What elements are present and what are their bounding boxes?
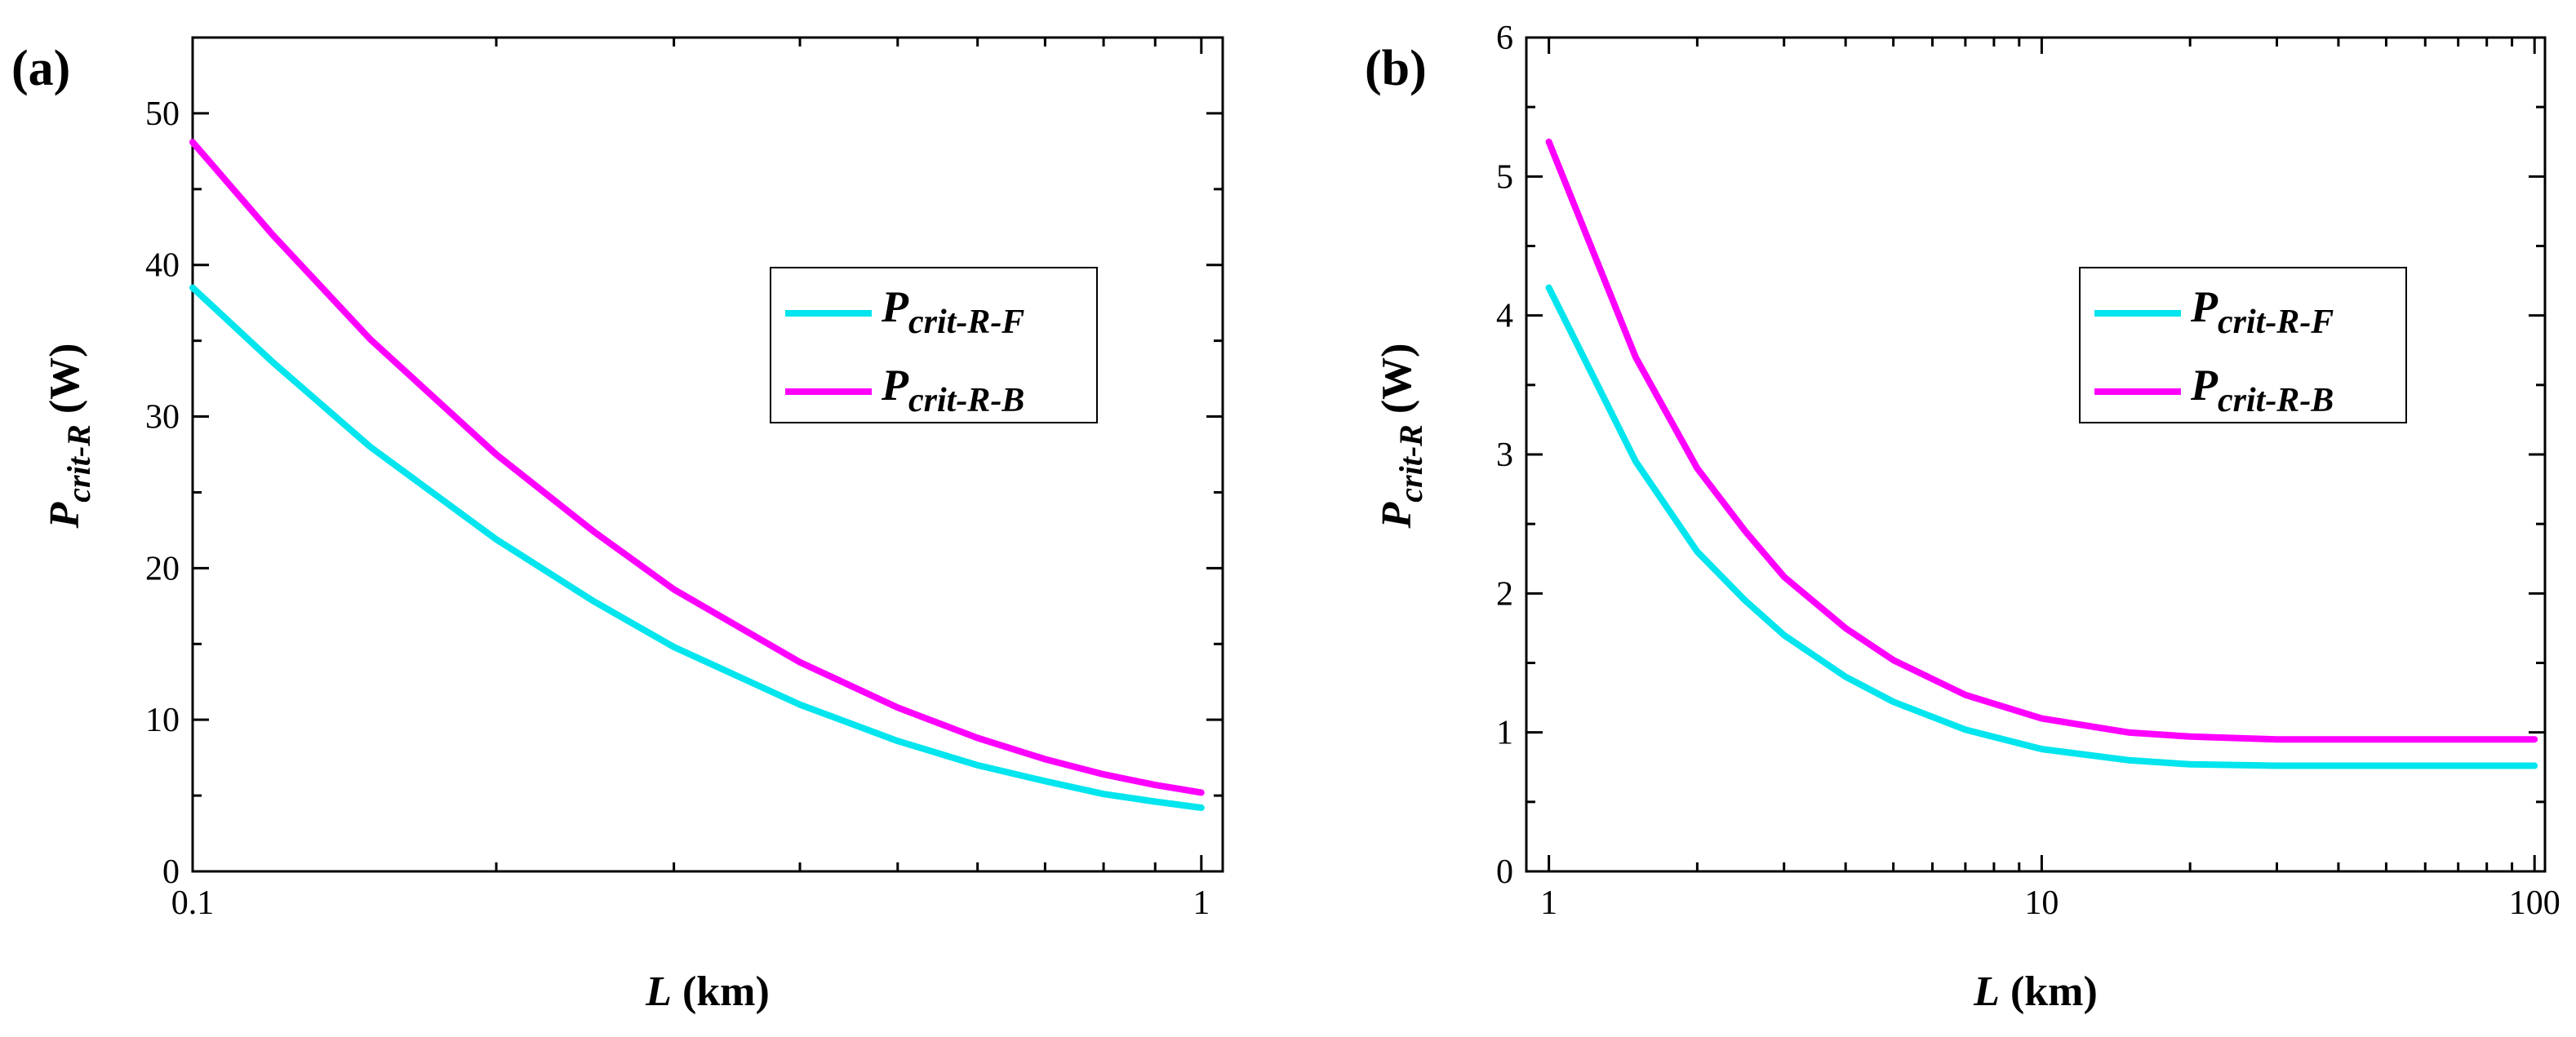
panel-a-y-tick-label: 50 [145, 95, 180, 133]
panel-b-y-axis-label-sub: crit-R [1392, 424, 1429, 503]
panel-b-y-tick-label: 2 [1496, 575, 1513, 613]
panel-a-legend-box [770, 267, 1098, 423]
panel-b-legend-label-sub: crit-R-B [2218, 382, 2334, 419]
panel-a-y-tick-label: 40 [145, 247, 180, 285]
panel-a-legend-label-sub: crit-R-F [908, 304, 1024, 341]
panel-b-y-tick-label: 6 [1496, 20, 1513, 57]
panel-a-legend-label-crit-R-F: Pcrit-R-F [881, 282, 1024, 341]
panel-a-y-axis-label: Pcrit-R (W) [42, 343, 97, 530]
panel-a-x-axis-label: L (km) [645, 968, 770, 1015]
panel-b-y-axis-label: Pcrit-R (W) [1374, 343, 1429, 530]
panel-a-legend-label-main: P [881, 282, 909, 331]
panel-a-y-tick-label: 10 [145, 702, 180, 739]
panel-a-x-tick-label: 0.1 [171, 884, 215, 922]
panel-b-label: (b) [1365, 41, 1427, 96]
panel-b-legend-label-crit-R-B: Pcrit-R-B [2190, 361, 2334, 419]
panel-b-y-tick-label: 3 [1496, 437, 1513, 474]
panel-a-legend-label-crit-R-B: Pcrit-R-B [881, 361, 1024, 419]
panel-b-legend-box [2079, 267, 2407, 423]
panel-b-x-tick-label: 10 [2024, 884, 2059, 922]
panel-a-legend-label-main: P [881, 361, 909, 410]
panel-b-legend-label-sub: crit-R-F [2218, 304, 2334, 341]
panel-a-y-tick-label: 0 [162, 853, 180, 891]
panel-b-x-tick-label: 1 [1540, 884, 1557, 922]
panel-a-y-tick-label: 30 [145, 399, 180, 437]
panel-b-y-axis-label-unit: (W) [1374, 343, 1420, 425]
panel-a-y-axis-label-sub: crit-R [60, 424, 97, 503]
panel-b-y-tick-label: 5 [1496, 158, 1513, 196]
panel-b-series-line-crit-R-B [1545, 138, 2538, 743]
panel-b-y-tick-label: 0 [1496, 853, 1513, 891]
panel-b-y-tick-label: 4 [1496, 298, 1513, 335]
panel-b-x-tick-label: 100 [2509, 884, 2560, 922]
panel-a: (a) Pcrit-R (W) L (km) 0 10 20 30 40 50 0.1 1 Pc… [11, 36, 1224, 1015]
panel-a-y-tick-label: 20 [145, 550, 180, 587]
panel-a-series-line-crit-R-F [189, 284, 1205, 811]
panel-b-y-axis-label-var: P [1374, 501, 1420, 529]
panel-a-label: (a) [11, 41, 70, 96]
panel-a-x-axis-label-var: L [645, 968, 672, 1015]
panel-b-y-tick-label: 1 [1496, 715, 1513, 752]
panel-a-y-axis-label-unit: (W) [42, 343, 88, 425]
panel-a-series-line-crit-R-B [189, 139, 1205, 796]
panel-a-x-axis-label-unit: (km) [672, 968, 770, 1015]
panel-b-series-line-crit-R-F [1545, 284, 2538, 769]
panel-b-legend-label-crit-R-F: Pcrit-R-F [2190, 282, 2334, 341]
panel-a-plot-frame [191, 36, 1224, 873]
panel-a-legend-label-sub: crit-R-B [908, 382, 1024, 419]
panel-b-legend-label-main: P [2190, 361, 2218, 410]
panel-b-x-axis-label-var: L [1973, 968, 2000, 1015]
panel-b-legend-label-main: P [2190, 282, 2218, 331]
panel-a-x-tick-label: 1 [1193, 884, 1210, 922]
panel-a-y-axis-label-var: P [42, 501, 88, 529]
panel-b-x-axis-label-unit: (km) [2000, 968, 2098, 1015]
panel-b-x-axis-label: L (km) [1973, 968, 2098, 1015]
